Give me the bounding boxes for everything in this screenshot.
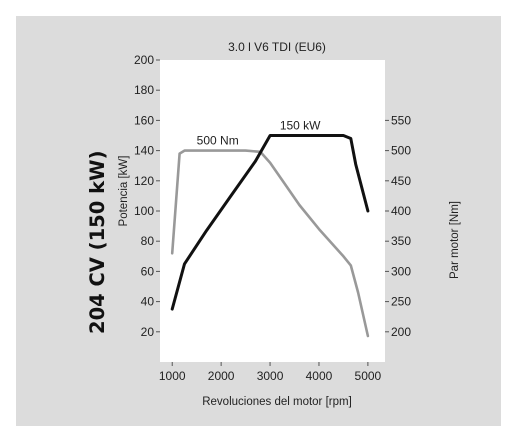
y-right-tick-label: 450 xyxy=(391,174,411,188)
y-left-tick-label: 60 xyxy=(141,264,155,278)
y-right-tick-label: 300 xyxy=(391,264,411,278)
y-right-tick-label: 500 xyxy=(391,144,411,158)
y-left-tick-label: 160 xyxy=(134,113,154,127)
y-left-tick-label: 40 xyxy=(141,295,155,309)
x-tick-label: 5000 xyxy=(355,369,382,383)
curve-annotation: 150 kW xyxy=(280,119,321,133)
y-axis-left-ticks: 20 40 60 80 100 120 140 160 180 200 xyxy=(134,53,160,339)
y-left-tick-label: 180 xyxy=(134,83,154,97)
y-right-tick-label: 550 xyxy=(391,113,411,127)
series-layer xyxy=(170,134,370,338)
plot-area xyxy=(160,60,385,362)
annotation-layer: 500 Nm 150 kW xyxy=(197,119,322,148)
x-axis-title: Revoluciones del motor [rpm] xyxy=(202,396,352,408)
y-right-tick-label: 350 xyxy=(391,234,411,248)
y-left-tick-label: 140 xyxy=(134,144,154,158)
y-left-tick-label: 80 xyxy=(141,234,155,248)
y-axis-left-title: Potencia [kW] xyxy=(118,156,130,227)
x-axis-ticks: 1000 2000 3000 4000 5000 xyxy=(159,362,382,383)
y-left-tick-label: 200 xyxy=(134,53,154,67)
y-left-tick-label: 20 xyxy=(141,325,155,339)
y-left-tick-label: 120 xyxy=(134,174,154,188)
torque-curve xyxy=(170,149,370,338)
y-right-tick-label: 200 xyxy=(391,325,411,339)
headline: 204 CV (150 kW) xyxy=(86,151,109,334)
y-axis-right-title: Par motor [Nm] xyxy=(449,201,461,279)
x-tick-label: 2000 xyxy=(208,369,235,383)
y-right-tick-label: 400 xyxy=(391,204,411,218)
y-axis-right-ticks: 200 250 300 350 400 450 500 550 xyxy=(385,113,411,339)
curve-annotation: 500 Nm xyxy=(197,134,239,148)
power-curve xyxy=(170,134,370,311)
x-tick-label: 4000 xyxy=(306,369,333,383)
y-right-tick-label: 250 xyxy=(391,295,411,309)
x-tick-label: 1000 xyxy=(159,369,186,383)
chart-title: 3.0 l V6 TDI (EU6) xyxy=(228,40,326,54)
y-left-tick-label: 100 xyxy=(134,204,154,218)
x-tick-label: 3000 xyxy=(257,369,284,383)
